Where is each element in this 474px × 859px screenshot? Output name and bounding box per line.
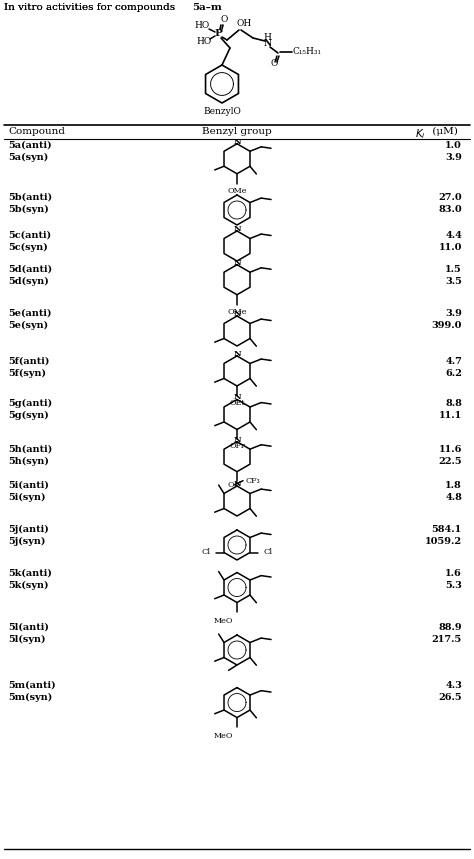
Text: 8.8: 8.8 <box>445 399 462 408</box>
Text: 5k(anti): 5k(anti) <box>8 569 52 578</box>
Text: 27.0: 27.0 <box>438 193 462 202</box>
Text: 5l(syn): 5l(syn) <box>8 635 46 644</box>
Text: 4.4: 4.4 <box>445 231 462 240</box>
Text: N: N <box>233 436 241 444</box>
Text: 5d(anti): 5d(anti) <box>8 265 52 274</box>
Text: 5m(anti): 5m(anti) <box>8 681 55 690</box>
Text: H: H <box>263 34 271 42</box>
Text: N: N <box>233 310 241 318</box>
Text: 4.3: 4.3 <box>445 681 462 690</box>
Text: 5b(anti): 5b(anti) <box>8 193 52 202</box>
Text: N: N <box>233 393 241 401</box>
Text: 5e(anti): 5e(anti) <box>8 309 52 318</box>
Text: OMe: OMe <box>227 186 247 195</box>
Text: 584.1: 584.1 <box>432 525 462 534</box>
Text: HO: HO <box>194 21 210 31</box>
Text: O: O <box>228 481 234 489</box>
Text: 5b(syn): 5b(syn) <box>8 205 49 214</box>
Text: N: N <box>233 350 241 358</box>
Text: 217.5: 217.5 <box>432 635 462 644</box>
Text: N: N <box>233 137 241 146</box>
Text: Cl: Cl <box>201 549 210 557</box>
Text: MeO: MeO <box>213 617 233 624</box>
Text: 26.5: 26.5 <box>438 693 462 702</box>
Text: 5j(anti): 5j(anti) <box>8 525 49 534</box>
Text: 5f(syn): 5f(syn) <box>8 369 46 378</box>
Text: 11.0: 11.0 <box>438 243 462 252</box>
Text: In vitro activities for compounds: In vitro activities for compounds <box>4 3 178 12</box>
Text: O: O <box>270 59 278 69</box>
Text: 1059.2: 1059.2 <box>425 537 462 546</box>
Text: 1.8: 1.8 <box>445 481 462 490</box>
Text: 6.2: 6.2 <box>445 369 462 378</box>
Text: 5m(syn): 5m(syn) <box>8 693 52 702</box>
Text: 5g(anti): 5g(anti) <box>8 399 52 408</box>
Text: N: N <box>264 40 272 48</box>
Text: 5h(anti): 5h(anti) <box>8 445 52 454</box>
Text: 5a(syn): 5a(syn) <box>8 153 48 162</box>
Text: BenzylO: BenzylO <box>203 107 241 116</box>
Text: 5f(anti): 5f(anti) <box>8 357 49 366</box>
Text: 5e(syn): 5e(syn) <box>8 321 48 330</box>
Text: O: O <box>220 15 228 23</box>
Text: HO: HO <box>196 38 211 46</box>
Text: 5k(syn): 5k(syn) <box>8 581 48 590</box>
Text: 4.8: 4.8 <box>445 493 462 502</box>
Text: 83.0: 83.0 <box>438 205 462 214</box>
Text: 1.6: 1.6 <box>445 569 462 578</box>
Text: OEt: OEt <box>229 399 245 407</box>
Text: 5.3: 5.3 <box>445 581 462 590</box>
Text: CF₃: CF₃ <box>246 477 260 484</box>
Text: 5j(syn): 5j(syn) <box>8 537 46 546</box>
Text: In vitro activities for compounds: In vitro activities for compounds <box>4 3 178 12</box>
Text: 4.7: 4.7 <box>445 357 462 366</box>
Text: 11.6: 11.6 <box>438 445 462 454</box>
Text: Benzyl group: Benzyl group <box>202 127 272 136</box>
Text: N: N <box>233 225 241 233</box>
Text: 3.9: 3.9 <box>445 153 462 162</box>
Text: 11.1: 11.1 <box>439 411 462 420</box>
Text: 5c(syn): 5c(syn) <box>8 243 48 253</box>
Text: OPr: OPr <box>229 442 245 450</box>
Text: OH: OH <box>237 20 252 28</box>
Text: 5d(syn): 5d(syn) <box>8 277 49 286</box>
Text: Compound: Compound <box>8 127 65 136</box>
Text: C₁₅H₃₁: C₁₅H₃₁ <box>292 47 321 57</box>
Text: 3.5: 3.5 <box>445 277 462 286</box>
Text: $K_i$: $K_i$ <box>415 127 426 141</box>
Text: 5i(anti): 5i(anti) <box>8 481 49 490</box>
Text: 5c(anti): 5c(anti) <box>8 231 51 240</box>
Text: 22.5: 22.5 <box>438 457 462 466</box>
Text: (μM): (μM) <box>429 127 458 136</box>
Text: 3.9: 3.9 <box>445 309 462 318</box>
Text: 399.0: 399.0 <box>431 321 462 330</box>
Text: N: N <box>233 480 241 488</box>
Text: 5h(syn): 5h(syn) <box>8 457 49 466</box>
Text: 5a(anti): 5a(anti) <box>8 141 52 150</box>
Text: 5g(syn): 5g(syn) <box>8 411 49 420</box>
Text: 88.9: 88.9 <box>438 623 462 632</box>
Text: 5a–m: 5a–m <box>192 3 222 12</box>
Text: 5l(anti): 5l(anti) <box>8 623 49 632</box>
Text: 5i(syn): 5i(syn) <box>8 493 46 503</box>
Text: P: P <box>214 29 222 39</box>
Text: N: N <box>233 259 241 267</box>
Text: 1.5: 1.5 <box>445 265 462 274</box>
Text: OMe: OMe <box>227 308 247 316</box>
Text: 1.0: 1.0 <box>445 141 462 150</box>
Text: MeO: MeO <box>213 732 233 740</box>
Text: Cl: Cl <box>264 549 273 557</box>
